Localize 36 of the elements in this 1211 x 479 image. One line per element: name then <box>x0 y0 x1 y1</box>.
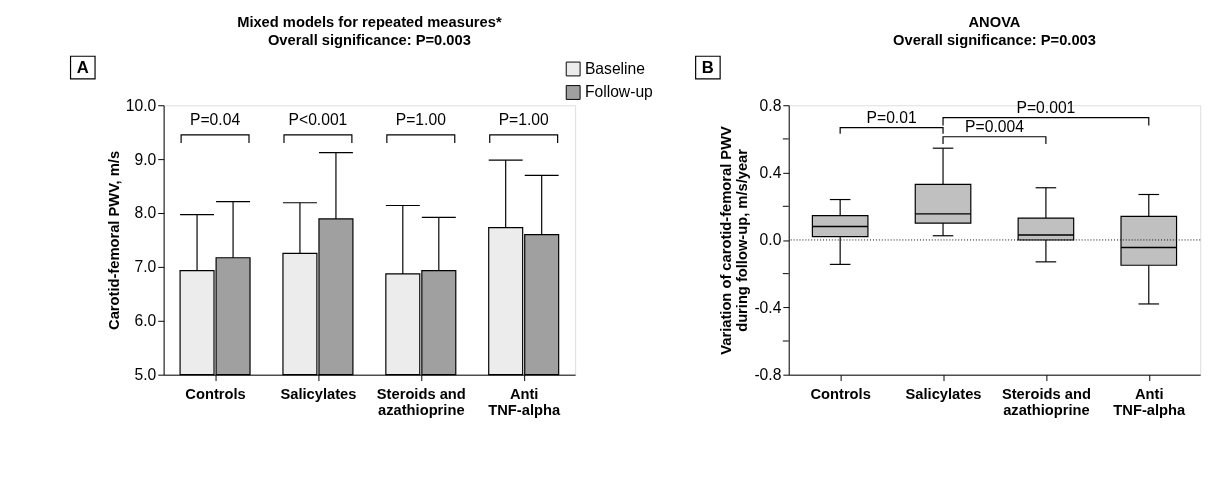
chart-title: Mixed models for repeated measures* <box>237 14 502 31</box>
x-tick-label: Steroids and azathioprine <box>376 385 466 419</box>
annotation: P=0.04 <box>190 111 241 129</box>
text: A <box>76 57 89 77</box>
y-tick-label: 0.8 <box>759 96 782 114</box>
annotation: P=0.001 <box>1016 99 1076 117</box>
annotation: P=0.01 <box>866 109 917 127</box>
y-tick-label: 7.0 <box>134 258 157 276</box>
x-tick-label: Steroids and azathioprine <box>1001 385 1091 419</box>
y-tick-label: 0.4 <box>759 163 782 181</box>
y-tick-label: 5.0 <box>134 366 157 384</box>
legend-label: Follow-up <box>584 83 654 101</box>
y-tick-label: 6.0 <box>134 312 157 330</box>
chart-subtitle: Overall significance: P=0.003 <box>267 31 471 48</box>
y-axis-title: Variation of carotid-femoral PWV during follow-up, m/s/year <box>717 126 751 355</box>
y-tick-label: -0.8 <box>754 366 782 384</box>
text: B <box>701 57 714 77</box>
x-tick-label: Salicylates <box>280 385 357 402</box>
y-tick-label: -0.4 <box>754 298 782 316</box>
x-tick-label: Salicylates <box>905 385 982 402</box>
y-tick-label: 8.0 <box>134 204 157 222</box>
chart-title: ANOVA <box>968 14 1021 31</box>
y-tick-label: 10.0 <box>125 96 157 114</box>
x-tick-label: Controls <box>185 385 246 402</box>
annotation: P=0.004 <box>965 118 1025 136</box>
x-tick-label: Anti TNF-alpha <box>1113 385 1186 419</box>
x-tick-label: Controls <box>810 385 871 402</box>
annotation: P=1.00 <box>498 111 550 129</box>
annotation: P<0.001 <box>288 111 348 129</box>
legend-label: Baseline <box>584 59 646 77</box>
y-tick-label: 9.0 <box>134 150 157 168</box>
x-tick-label: Anti TNF-alpha <box>488 385 561 419</box>
y-tick-label: 0.0 <box>759 231 782 249</box>
chart-subtitle: Overall significance: P=0.003 <box>893 31 1096 48</box>
y-axis-title: Carotid-femoral PWV, m/s <box>105 150 122 330</box>
annotation: P=1.00 <box>395 111 447 129</box>
